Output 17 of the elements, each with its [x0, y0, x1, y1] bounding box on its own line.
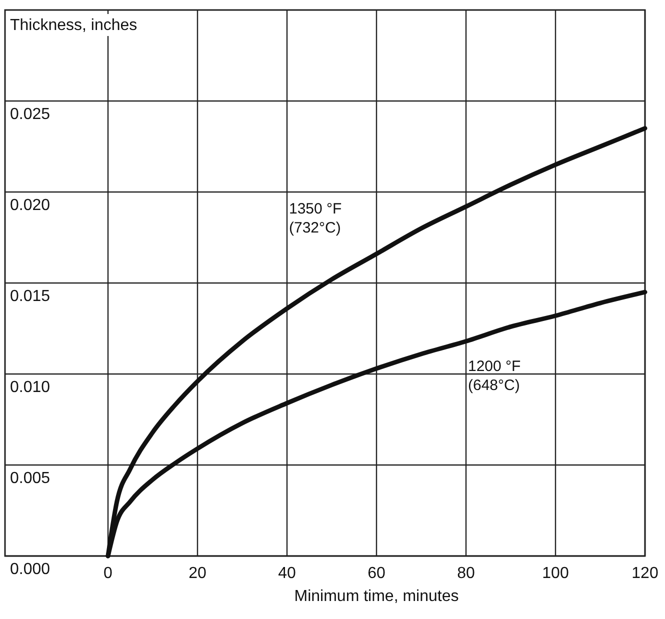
y-tick-label: 0.000 [10, 561, 50, 578]
y-tick-label: 0.020 [10, 197, 50, 214]
y-tick-label: 0.015 [10, 288, 50, 305]
x-tick-label: 40 [278, 565, 296, 582]
series-label: 1200 °F (648°C) [468, 358, 521, 394]
y-tick-label: 0.005 [10, 470, 50, 487]
y-axis-title: Thickness, inches [10, 17, 138, 34]
x-tick-label: 60 [368, 565, 386, 582]
x-tick-label: 20 [188, 565, 206, 582]
text: 1350 °F (732°C) [289, 200, 342, 236]
y-tick-label: 0.025 [10, 106, 50, 123]
x-tick-label: 120 [632, 565, 658, 582]
x-tick-label: 80 [457, 565, 475, 582]
x-tick-label: 0 [104, 565, 113, 582]
x-axis-title: Minimum time, minutes [294, 588, 459, 605]
y-tick-label: 0.010 [10, 379, 50, 396]
x-tick-label: 100 [542, 565, 569, 582]
